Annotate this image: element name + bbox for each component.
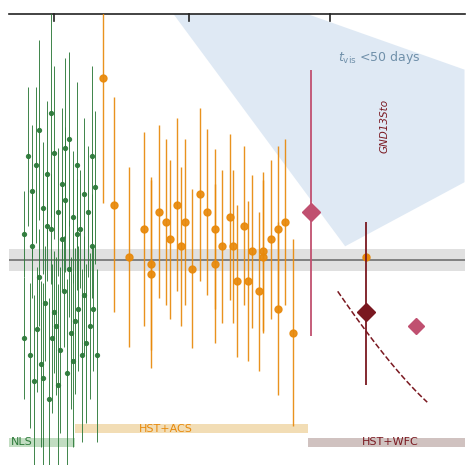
Text: HST+WFC: HST+WFC <box>362 438 418 447</box>
Bar <box>308 438 465 447</box>
Text: GND13Sto: GND13Sto <box>379 99 389 153</box>
Polygon shape <box>129 14 465 246</box>
Text: HST+ACS: HST+ACS <box>139 424 193 434</box>
Bar <box>9 249 465 272</box>
Text: NLS: NLS <box>11 438 33 447</box>
Bar <box>75 424 308 433</box>
Text: $t_{\rm vis}$ <50 days: $t_{\rm vis}$ <50 days <box>337 49 420 66</box>
Bar <box>9 438 75 447</box>
